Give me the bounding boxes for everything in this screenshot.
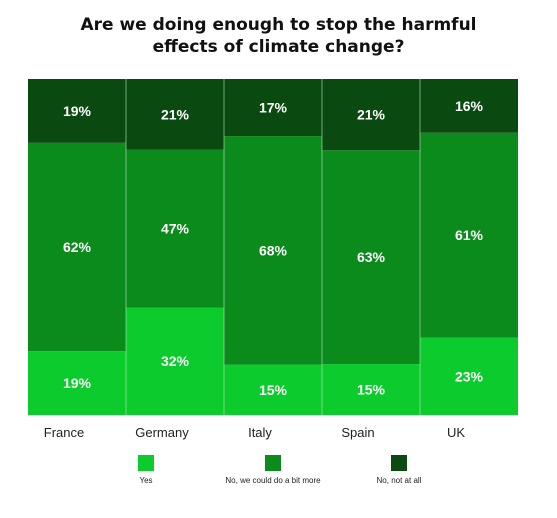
legend-label-no-we-could-do-a-bit-more: No, we could do a bit more (225, 476, 321, 485)
bar-segment-spain-yes (322, 364, 420, 415)
legend-label-no-not-at-all: No, not at all (377, 476, 422, 485)
x-tick-label-uk: UK (447, 425, 465, 440)
data-label-uk-no-not-at-all: 16% (455, 98, 484, 114)
legend-label-yes: Yes (139, 476, 152, 485)
bar-segment-uk-no-we-could-do-a-bit-more (420, 132, 518, 338)
bar-segment-france-yes (28, 351, 126, 415)
x-tick-label-france: France (44, 425, 84, 440)
x-tick-label-spain: Spain (341, 425, 374, 440)
data-label-france-yes: 19% (63, 375, 92, 391)
bar-segment-germany-yes (126, 307, 224, 415)
data-label-italy-no-not-at-all: 17% (259, 100, 288, 116)
bar-segment-france-no-we-could-do-a-bit-more (28, 142, 126, 352)
bar-segment-spain-no-not-at-all (322, 79, 420, 151)
data-label-germany-yes: 32% (161, 353, 190, 369)
bar-segment-france-no-not-at-all (28, 79, 126, 143)
bar-segment-germany-no-we-could-do-a-bit-more (126, 149, 224, 308)
chart-title: Are we doing enough to stop the harmful … (0, 14, 557, 58)
data-label-uk-yes: 23% (455, 368, 484, 384)
data-label-germany-no-we-could-do-a-bit-more: 47% (161, 221, 190, 237)
data-label-italy-yes: 15% (259, 382, 288, 398)
data-label-france-no-not-at-all: 19% (63, 103, 92, 119)
bar-segment-uk-yes (420, 337, 518, 415)
data-label-spain-no-we-could-do-a-bit-more: 63% (357, 249, 386, 265)
x-tick-label-italy: Italy (248, 425, 272, 440)
bar-segment-italy-no-we-could-do-a-bit-more (224, 136, 322, 365)
bar-segment-uk-no-not-at-all (420, 79, 518, 133)
x-tick-label-germany: Germany (135, 425, 189, 440)
data-label-france-no-we-could-do-a-bit-more: 62% (63, 239, 92, 255)
legend-swatch-no-we-could-do-a-bit-more (265, 455, 281, 471)
data-label-spain-no-not-at-all: 21% (357, 107, 386, 123)
bar-segment-italy-no-not-at-all (224, 79, 322, 137)
bar-segment-italy-yes (224, 364, 322, 415)
data-label-uk-no-we-could-do-a-bit-more: 61% (455, 227, 484, 243)
chart-title-line-1: Are we doing enough to stop the harmful (80, 15, 477, 35)
chart-title-line-2: effects of climate change? (152, 37, 405, 57)
legend-swatch-yes (138, 455, 154, 471)
legend-swatch-no-not-at-all (391, 455, 407, 471)
data-label-italy-no-we-could-do-a-bit-more: 68% (259, 242, 288, 258)
bar-segment-spain-no-we-could-do-a-bit-more (322, 150, 420, 365)
bar-segment-germany-no-not-at-all (126, 79, 224, 150)
data-label-germany-no-not-at-all: 21% (161, 106, 190, 122)
data-label-spain-yes: 15% (357, 382, 386, 398)
